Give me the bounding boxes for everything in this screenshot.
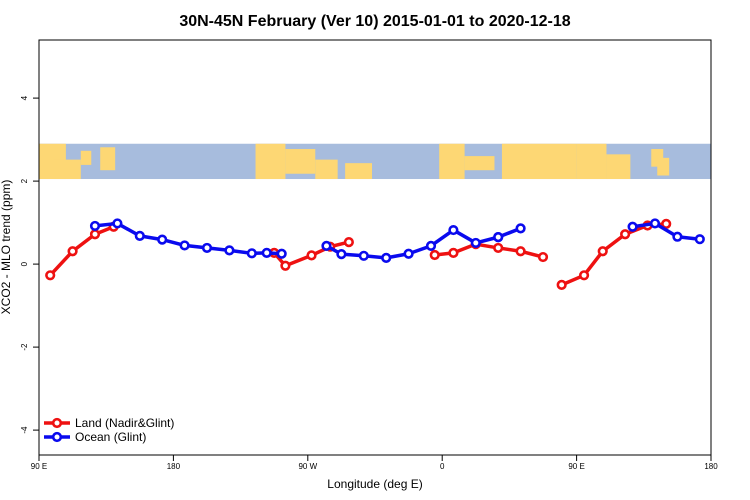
- data-point: [448, 247, 459, 258]
- map-land: [501, 143, 577, 180]
- data-point: [67, 246, 78, 257]
- data-point: [694, 234, 705, 245]
- series-line: [48, 225, 115, 277]
- legend-label: Ocean (Glint): [75, 430, 146, 444]
- world-map-band: [39, 143, 711, 180]
- y-tick-label: 2: [20, 178, 29, 183]
- map-land: [651, 149, 664, 167]
- x-tick-label: 90 E: [31, 462, 47, 471]
- data-point: [515, 246, 526, 257]
- data-point: [224, 245, 235, 256]
- data-point: [556, 279, 567, 290]
- data-point: [649, 218, 661, 229]
- data-point: [89, 220, 101, 232]
- map-land: [576, 143, 607, 180]
- data-point: [89, 229, 101, 240]
- data-point: [403, 248, 414, 259]
- data-point: [358, 250, 369, 261]
- data-point: [280, 260, 291, 271]
- data-point: [201, 242, 213, 254]
- data-point: [246, 248, 257, 259]
- data-point: [597, 246, 608, 257]
- data-point: [343, 237, 354, 248]
- series-line: [560, 222, 667, 287]
- map-land: [345, 163, 373, 180]
- chart-title: 30N-45N February (Ver 10) 2015-01-01 to …: [179, 13, 570, 30]
- map-land: [606, 154, 631, 180]
- series-0: [45, 218, 672, 290]
- y-tick-label: 4: [20, 95, 29, 100]
- data-point: [578, 270, 590, 281]
- x-axis-label: Longitude (deg E): [327, 477, 422, 491]
- y-axis: -4 -2 0 2 4: [20, 95, 39, 434]
- data-point: [515, 223, 526, 234]
- map-land: [100, 147, 116, 171]
- data-point: [321, 240, 332, 251]
- data-point: [537, 251, 549, 263]
- data-point: [134, 230, 145, 241]
- map-land: [439, 143, 465, 180]
- map-land: [80, 150, 92, 165]
- series-line: [94, 221, 282, 256]
- map-land: [53, 159, 81, 180]
- x-tick-label: 180: [167, 462, 181, 471]
- data-point: [336, 249, 347, 260]
- series-line: [632, 221, 700, 241]
- legend: Land (Nadir&Glint)Ocean (Glint): [44, 416, 174, 444]
- map-land: [255, 143, 286, 180]
- data-point: [470, 237, 481, 249]
- data-point: [493, 232, 504, 243]
- map-land: [464, 156, 495, 171]
- data-point: [276, 248, 287, 259]
- series-layer: [45, 218, 705, 290]
- x-tick-label: 90 W: [298, 462, 317, 471]
- data-point: [425, 240, 437, 251]
- x-tick-label: 180: [704, 462, 718, 471]
- data-point: [627, 221, 638, 232]
- data-point: [429, 249, 440, 261]
- data-point: [45, 270, 56, 281]
- legend-marker: [51, 417, 63, 429]
- map-land: [315, 159, 338, 180]
- x-tick-label: 90 E: [568, 462, 584, 471]
- data-point: [112, 218, 123, 229]
- y-tick-label: 0: [20, 261, 29, 266]
- y-tick-label: -4: [20, 426, 29, 434]
- y-axis-label: XCO2 - MLO trend (ppm): [0, 180, 13, 315]
- data-point: [448, 224, 459, 236]
- plot-frame: [38, 39, 712, 456]
- data-point: [620, 229, 631, 240]
- data-point: [157, 234, 168, 245]
- map-land: [285, 149, 316, 174]
- data-point: [261, 247, 272, 258]
- data-point: [661, 218, 672, 229]
- legend-label: Land (Nadir&Glint): [75, 416, 174, 430]
- x-axis: 90 E 180 90 W 0 90 E 180: [31, 455, 718, 471]
- x-tick-label: 0: [440, 462, 445, 471]
- y-tick-label: -2: [20, 343, 29, 351]
- data-point: [381, 252, 392, 263]
- data-point: [672, 231, 683, 242]
- data-point: [179, 240, 190, 251]
- legend-marker: [51, 431, 63, 443]
- series-1: [89, 218, 705, 263]
- data-point: [306, 250, 317, 261]
- map-land: [657, 157, 670, 176]
- data-point: [493, 242, 504, 254]
